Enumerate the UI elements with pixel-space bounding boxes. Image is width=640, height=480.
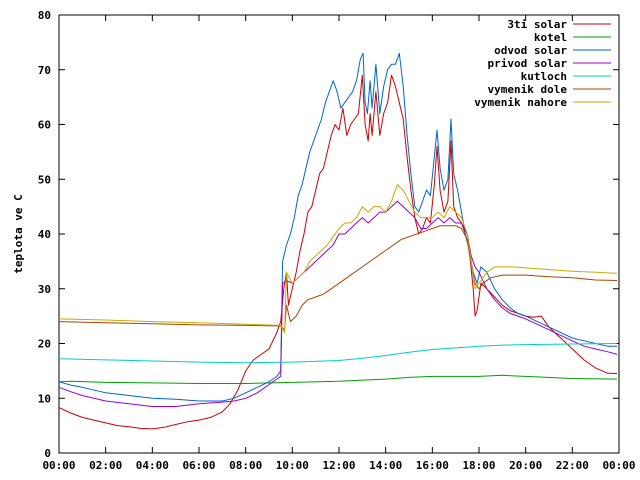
series-line-kotel: [58, 374, 618, 384]
series-line-odvod-solar: [58, 52, 618, 402]
series-line-privod-solar: [58, 200, 618, 407]
y-tick-label: 0: [44, 447, 51, 460]
x-tick-label: 06:00: [182, 459, 215, 472]
y-tick-label: 40: [38, 228, 51, 241]
legend-label-vymenik-dole: vymenik dole: [488, 83, 568, 96]
legend-label-odvod-solar: odvod solar: [494, 44, 567, 57]
x-tick-label: 12:00: [322, 459, 355, 472]
x-tick-label: 14:00: [369, 459, 402, 472]
y-tick-label: 70: [38, 64, 51, 77]
x-tick-label: 04:00: [136, 459, 169, 472]
series-line-vymenik-nahore: [58, 184, 618, 334]
y-tick-label: 10: [38, 392, 51, 405]
series-line-3ti-solar: [58, 74, 618, 430]
legend-label-kotel: kotel: [534, 31, 567, 44]
x-tick-label: 18:00: [462, 459, 495, 472]
legend-label-kutloch: kutloch: [521, 70, 567, 83]
series-line-kutloch: [58, 343, 618, 364]
x-tick-label: 00:00: [602, 459, 635, 472]
y-axis-label: teplota ve C: [12, 194, 25, 273]
y-tick-label: 60: [38, 119, 51, 132]
series-lines: [58, 52, 618, 430]
x-tick-label: 22:00: [556, 459, 589, 472]
series-line-vymenik-dole: [58, 225, 618, 331]
x-tick-label: 08:00: [229, 459, 262, 472]
x-tick-label: 00:00: [42, 459, 75, 472]
y-tick-label: 30: [38, 283, 51, 296]
legend-label-privod-solar: privod solar: [488, 57, 568, 70]
legend-label-3ti-solar: 3ti solar: [507, 18, 567, 31]
x-tick-label: 10:00: [276, 459, 309, 472]
legend-label-vymenik-nahore: vymenik nahore: [474, 96, 567, 109]
y-tick-label: 50: [38, 173, 51, 186]
x-tick-label: 16:00: [416, 459, 449, 472]
x-tick-label: 20:00: [509, 459, 542, 472]
y-tick-label: 20: [38, 338, 51, 351]
x-axis: 00:00 02:00 04:00 06:00 08:00 10:00 12:00 14:00…: [42, 15, 636, 472]
y-axis: 0 10 20 30 40 50 60 70 80: [38, 9, 619, 460]
x-tick-label: 02:00: [89, 459, 122, 472]
y-tick-label: 80: [38, 9, 51, 22]
